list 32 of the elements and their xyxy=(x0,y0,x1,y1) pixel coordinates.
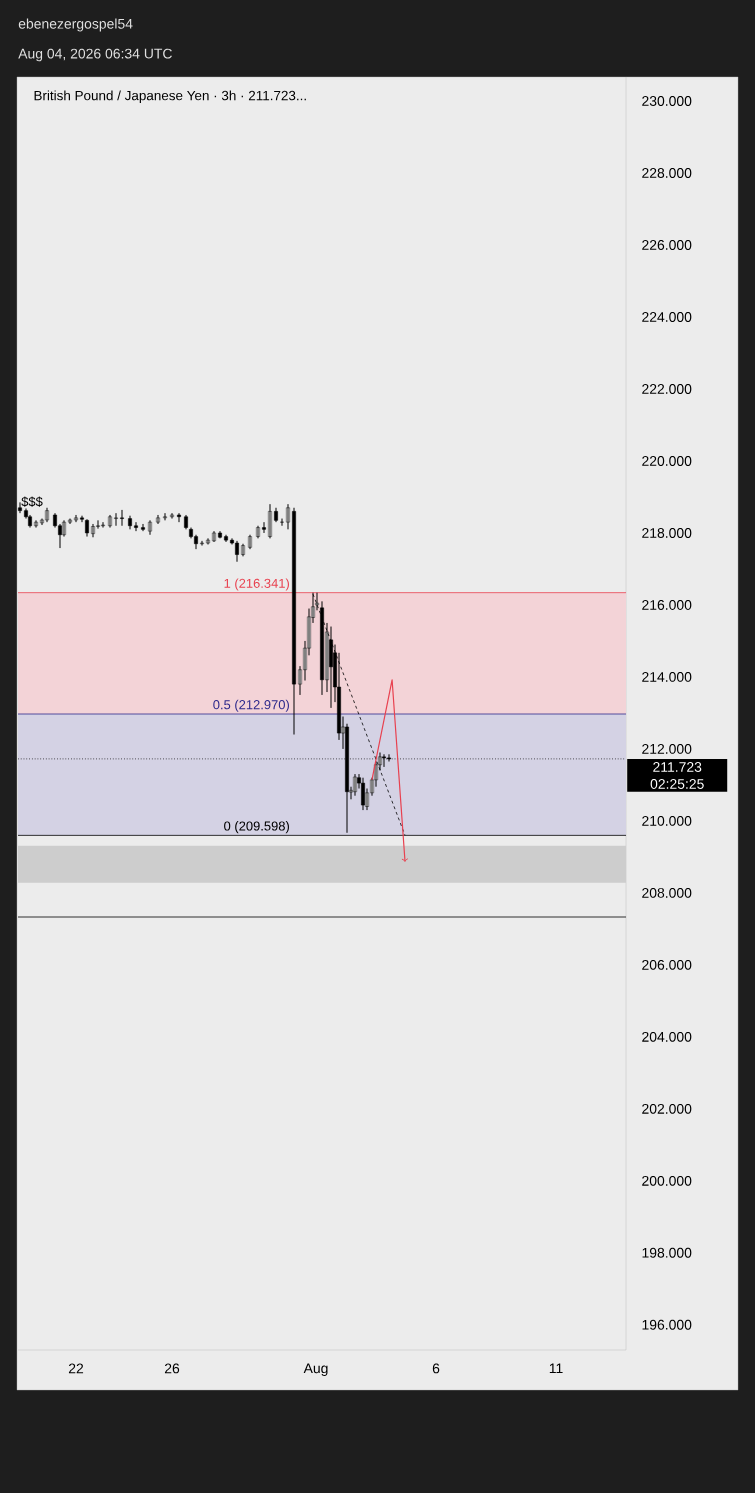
text: Aug 04, 2026 06:34 UTC xyxy=(18,48,172,62)
ref-line-label: 0 (209.598) xyxy=(224,821,289,834)
y-tick-label: 230.000 xyxy=(642,96,692,106)
y-tick-label: 196.000 xyxy=(642,1319,692,1330)
ref-line-label: 0.5 (212.970) xyxy=(213,699,289,712)
y-tick-label: 212.000 xyxy=(642,743,692,754)
y-tick-label: 206.000 xyxy=(642,959,692,970)
y-tick-label: 216.000 xyxy=(642,599,692,610)
y-tick-label: 210.000 xyxy=(642,815,692,826)
annotation: $$$ xyxy=(21,496,43,507)
y-tick-label: 222.000 xyxy=(642,384,692,394)
y-tick-label: 226.000 xyxy=(642,240,692,250)
text: British Pound / Japanese Yen · 3h · 211.723... xyxy=(34,90,306,103)
y-tick-label: 218.000 xyxy=(642,528,692,538)
x-tick-label: 22 xyxy=(68,1363,84,1374)
y-tick-label: 208.000 xyxy=(642,887,692,898)
x-tick-label: 11 xyxy=(549,1363,563,1374)
y-tick-label: 204.000 xyxy=(642,1031,692,1042)
y-tick-label: 224.000 xyxy=(642,312,692,322)
text: 02:25:25 xyxy=(650,779,704,789)
x-tick-label: 6 xyxy=(432,1363,440,1374)
y-tick-label: 214.000 xyxy=(642,671,692,682)
ref-line-label: 1 (216.341) xyxy=(224,578,289,591)
x-tick-label: 26 xyxy=(164,1363,180,1374)
y-tick-label: 200.000 xyxy=(642,1175,692,1186)
x-tick-label: Aug xyxy=(303,1363,328,1376)
ref-line-label: 211.723 xyxy=(653,762,702,772)
y-tick-label: 220.000 xyxy=(642,456,692,466)
y-tick-label: 228.000 xyxy=(642,168,692,178)
y-tick-label: 198.000 xyxy=(642,1247,692,1258)
y-tick-label: 202.000 xyxy=(642,1103,692,1114)
text: ebenezergospel54 xyxy=(18,18,133,32)
